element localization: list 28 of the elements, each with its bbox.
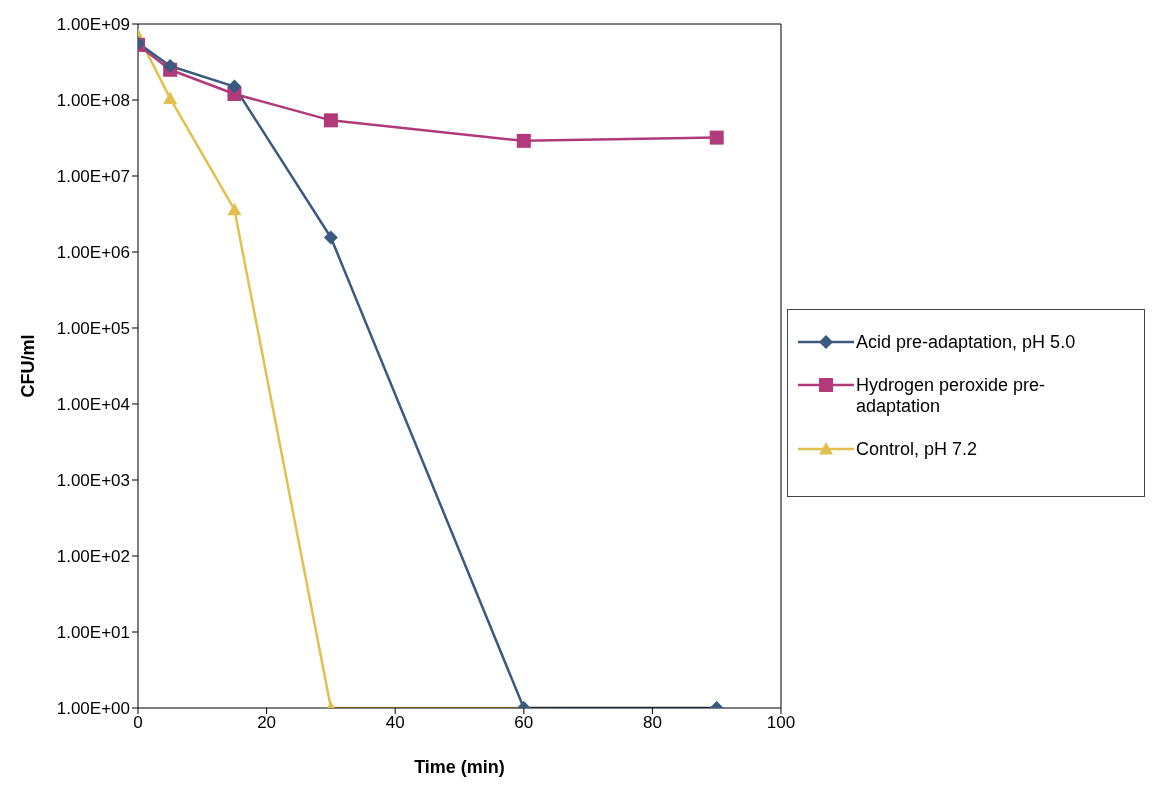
point	[709, 130, 724, 145]
y-tick-label: 1.00E+07	[56, 167, 130, 187]
x-tick-label: 60	[514, 713, 534, 733]
y-axis-title: CFU/ml	[18, 334, 39, 398]
y-tick-label: 1.00E+05	[56, 319, 130, 339]
point	[516, 133, 531, 148]
legend-label: Acid pre-adaptation, pH 5.0	[856, 332, 1077, 353]
legend-label: Hydrogen peroxide pre-adaptation	[856, 375, 1047, 417]
x-tick-label: 0	[133, 713, 143, 733]
x-tick-label: 40	[385, 713, 405, 733]
point	[323, 230, 338, 245]
point	[227, 79, 242, 94]
x-axis-title: Time (min)	[414, 757, 505, 777]
legend-label: Control, pH 7.2	[856, 439, 979, 460]
y-tick-label: 1.00E+06	[56, 243, 130, 263]
y-tick-label: 1.00E+03	[56, 471, 130, 491]
y-tick-label: 1.00E+00	[56, 699, 130, 719]
y-tick-label: 1.00E+09	[56, 15, 130, 35]
x-tick-label: 20	[257, 713, 277, 733]
y-tick-label: 1.00E+01	[56, 623, 130, 643]
point	[163, 91, 178, 104]
point	[323, 113, 338, 128]
x-tick-label: 100	[766, 713, 796, 733]
y-tick-label: 1.00E+04	[56, 395, 130, 415]
y-tick-label: 1.00E+08	[56, 91, 130, 111]
y-tick-label: 1.00E+02	[56, 547, 130, 567]
x-tick-label: 80	[642, 713, 662, 733]
point	[227, 202, 242, 216]
